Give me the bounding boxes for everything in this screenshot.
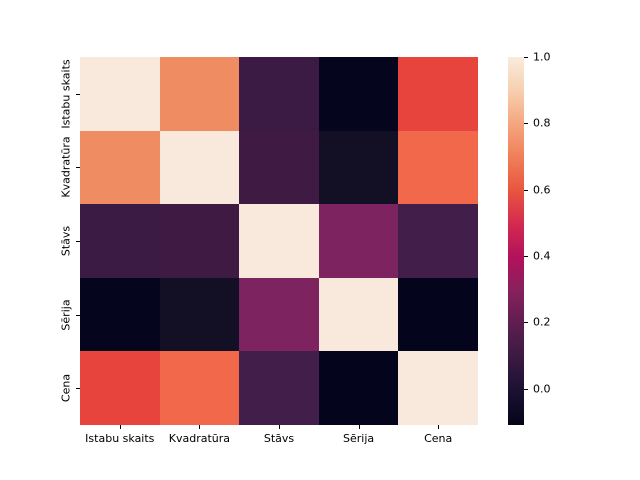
colorbar xyxy=(508,57,524,425)
heatmap-cell xyxy=(159,204,240,278)
heatmap-cell xyxy=(239,130,319,205)
x-tick-label: Cena xyxy=(424,432,453,445)
heatmap-cell xyxy=(318,130,399,205)
colorbar-tick-mark xyxy=(524,57,528,58)
heatmap-cell xyxy=(318,204,399,278)
colorbar-tick-label: 0.6 xyxy=(533,183,551,197)
heatmap-cell xyxy=(239,57,319,131)
colorbar-tick-label: 1.0 xyxy=(533,50,551,64)
heatmap-grid xyxy=(80,57,478,425)
heatmap-cell xyxy=(318,277,399,352)
heatmap-cell xyxy=(239,204,319,278)
colorbar-tick-label: 0.2 xyxy=(533,315,551,329)
colorbar-tick-mark xyxy=(524,123,528,125)
y-tick-label: Kvadratūra xyxy=(59,136,73,199)
x-tick-label: Stāvs xyxy=(263,432,295,445)
colorbar-tick-mark xyxy=(524,322,528,324)
heatmap-cell xyxy=(159,57,240,131)
heatmap-cell xyxy=(318,351,399,425)
y-tick-label: Stāvs xyxy=(59,225,73,257)
x-tick-mark xyxy=(438,425,440,429)
heatmap-cell xyxy=(318,57,399,131)
x-tick-mark xyxy=(279,425,280,429)
heatmap-cell xyxy=(239,351,319,425)
heatmap-cell xyxy=(80,277,160,352)
colorbar-tick-mark xyxy=(524,255,528,257)
x-tick-mark xyxy=(199,425,201,429)
y-tick-label: Sērija xyxy=(59,299,73,331)
x-tick-mark xyxy=(119,425,121,429)
heatmap-cell xyxy=(159,130,240,205)
y-tick-mark xyxy=(76,167,80,169)
colorbar-tick-label: 0.8 xyxy=(533,116,551,130)
heatmap-cell xyxy=(398,277,478,352)
y-tick-mark xyxy=(76,241,80,242)
x-tick-label: Kvadratūra xyxy=(168,432,231,445)
heatmap-cell xyxy=(80,351,160,425)
heatmap-cell xyxy=(398,130,478,205)
x-tick-label: Istabu skaits xyxy=(85,432,155,445)
heatmap-cell xyxy=(239,277,319,352)
colorbar-tick-mark xyxy=(524,388,528,390)
heatmap-cell xyxy=(398,57,478,131)
heatmap-cell xyxy=(80,130,160,205)
heatmap-cell xyxy=(159,277,240,352)
y-tick-label: Cena xyxy=(59,374,73,403)
y-tick-mark xyxy=(76,314,80,316)
colorbar-tick-label: 0.4 xyxy=(533,249,551,263)
y-tick-label: Istabu skaits xyxy=(59,59,73,129)
x-tick-mark xyxy=(358,425,360,429)
x-tick-label: Sērija xyxy=(343,432,375,445)
heatmap-cell xyxy=(159,351,240,425)
heatmap-cell xyxy=(80,57,160,131)
y-tick-mark xyxy=(76,388,80,390)
heatmap-cell xyxy=(80,204,160,278)
y-tick-mark xyxy=(76,93,80,95)
heatmap-cell xyxy=(398,351,478,425)
heatmap-cell xyxy=(398,204,478,278)
colorbar-tick-mark xyxy=(524,189,528,191)
colorbar-tick-label: 0.0 xyxy=(533,382,551,396)
